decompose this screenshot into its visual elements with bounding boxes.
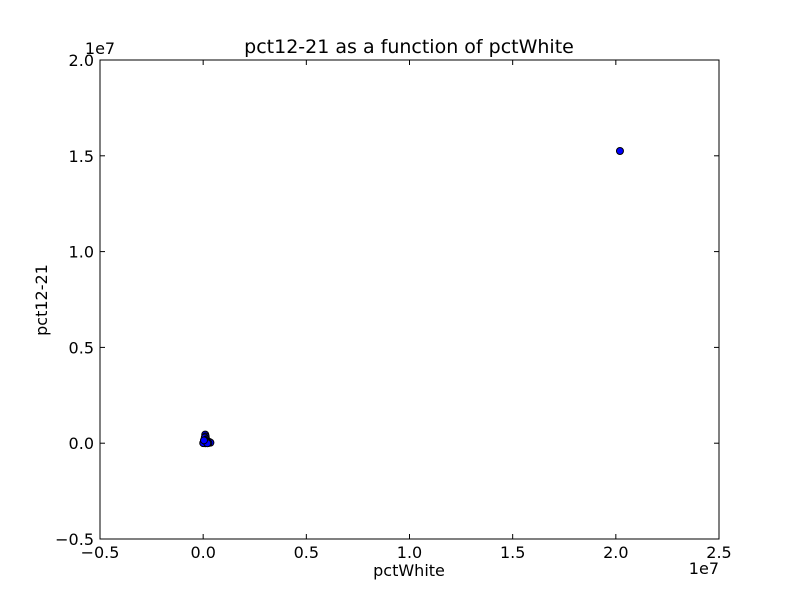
y-tick-label: 0.0 bbox=[69, 434, 94, 453]
x-tick-label: 2.0 bbox=[603, 543, 628, 562]
x-tick-label: 0.5 bbox=[294, 543, 319, 562]
x-axis-offset-label: 1e7 bbox=[689, 559, 719, 578]
data-point bbox=[615, 147, 624, 156]
x-tick-label: 2.5 bbox=[706, 543, 731, 562]
x-tick-label: 0.0 bbox=[190, 543, 215, 562]
y-tick-label: 2.0 bbox=[69, 51, 94, 70]
x-tick-label: 1.0 bbox=[397, 543, 422, 562]
x-axis-ticks: −0.5 0.0 0.5 1.0 1.5 2.0 2.5 bbox=[81, 60, 732, 562]
data-point bbox=[199, 436, 208, 445]
y-tick-label: 1.5 bbox=[69, 147, 94, 166]
x-axis-label: pctWhite bbox=[373, 561, 445, 580]
y-tick-label: −0.5 bbox=[55, 530, 94, 549]
y-tick-label: 0.5 bbox=[69, 338, 94, 357]
y-tick-label: 1.0 bbox=[69, 243, 94, 262]
data-points-layer bbox=[199, 147, 624, 448]
y-axis-ticks: −0.5 0.0 0.5 1.0 1.5 2.0 bbox=[55, 51, 719, 549]
y-axis-label: pct12-21 bbox=[32, 264, 51, 336]
chart-title: pct12-21 as a function of pctWhite bbox=[244, 36, 574, 58]
x-tick-label: 1.5 bbox=[500, 543, 525, 562]
x-tick-label: −0.5 bbox=[81, 543, 120, 562]
y-axis-offset-label: 1e7 bbox=[85, 39, 115, 58]
plot-area bbox=[100, 60, 719, 539]
